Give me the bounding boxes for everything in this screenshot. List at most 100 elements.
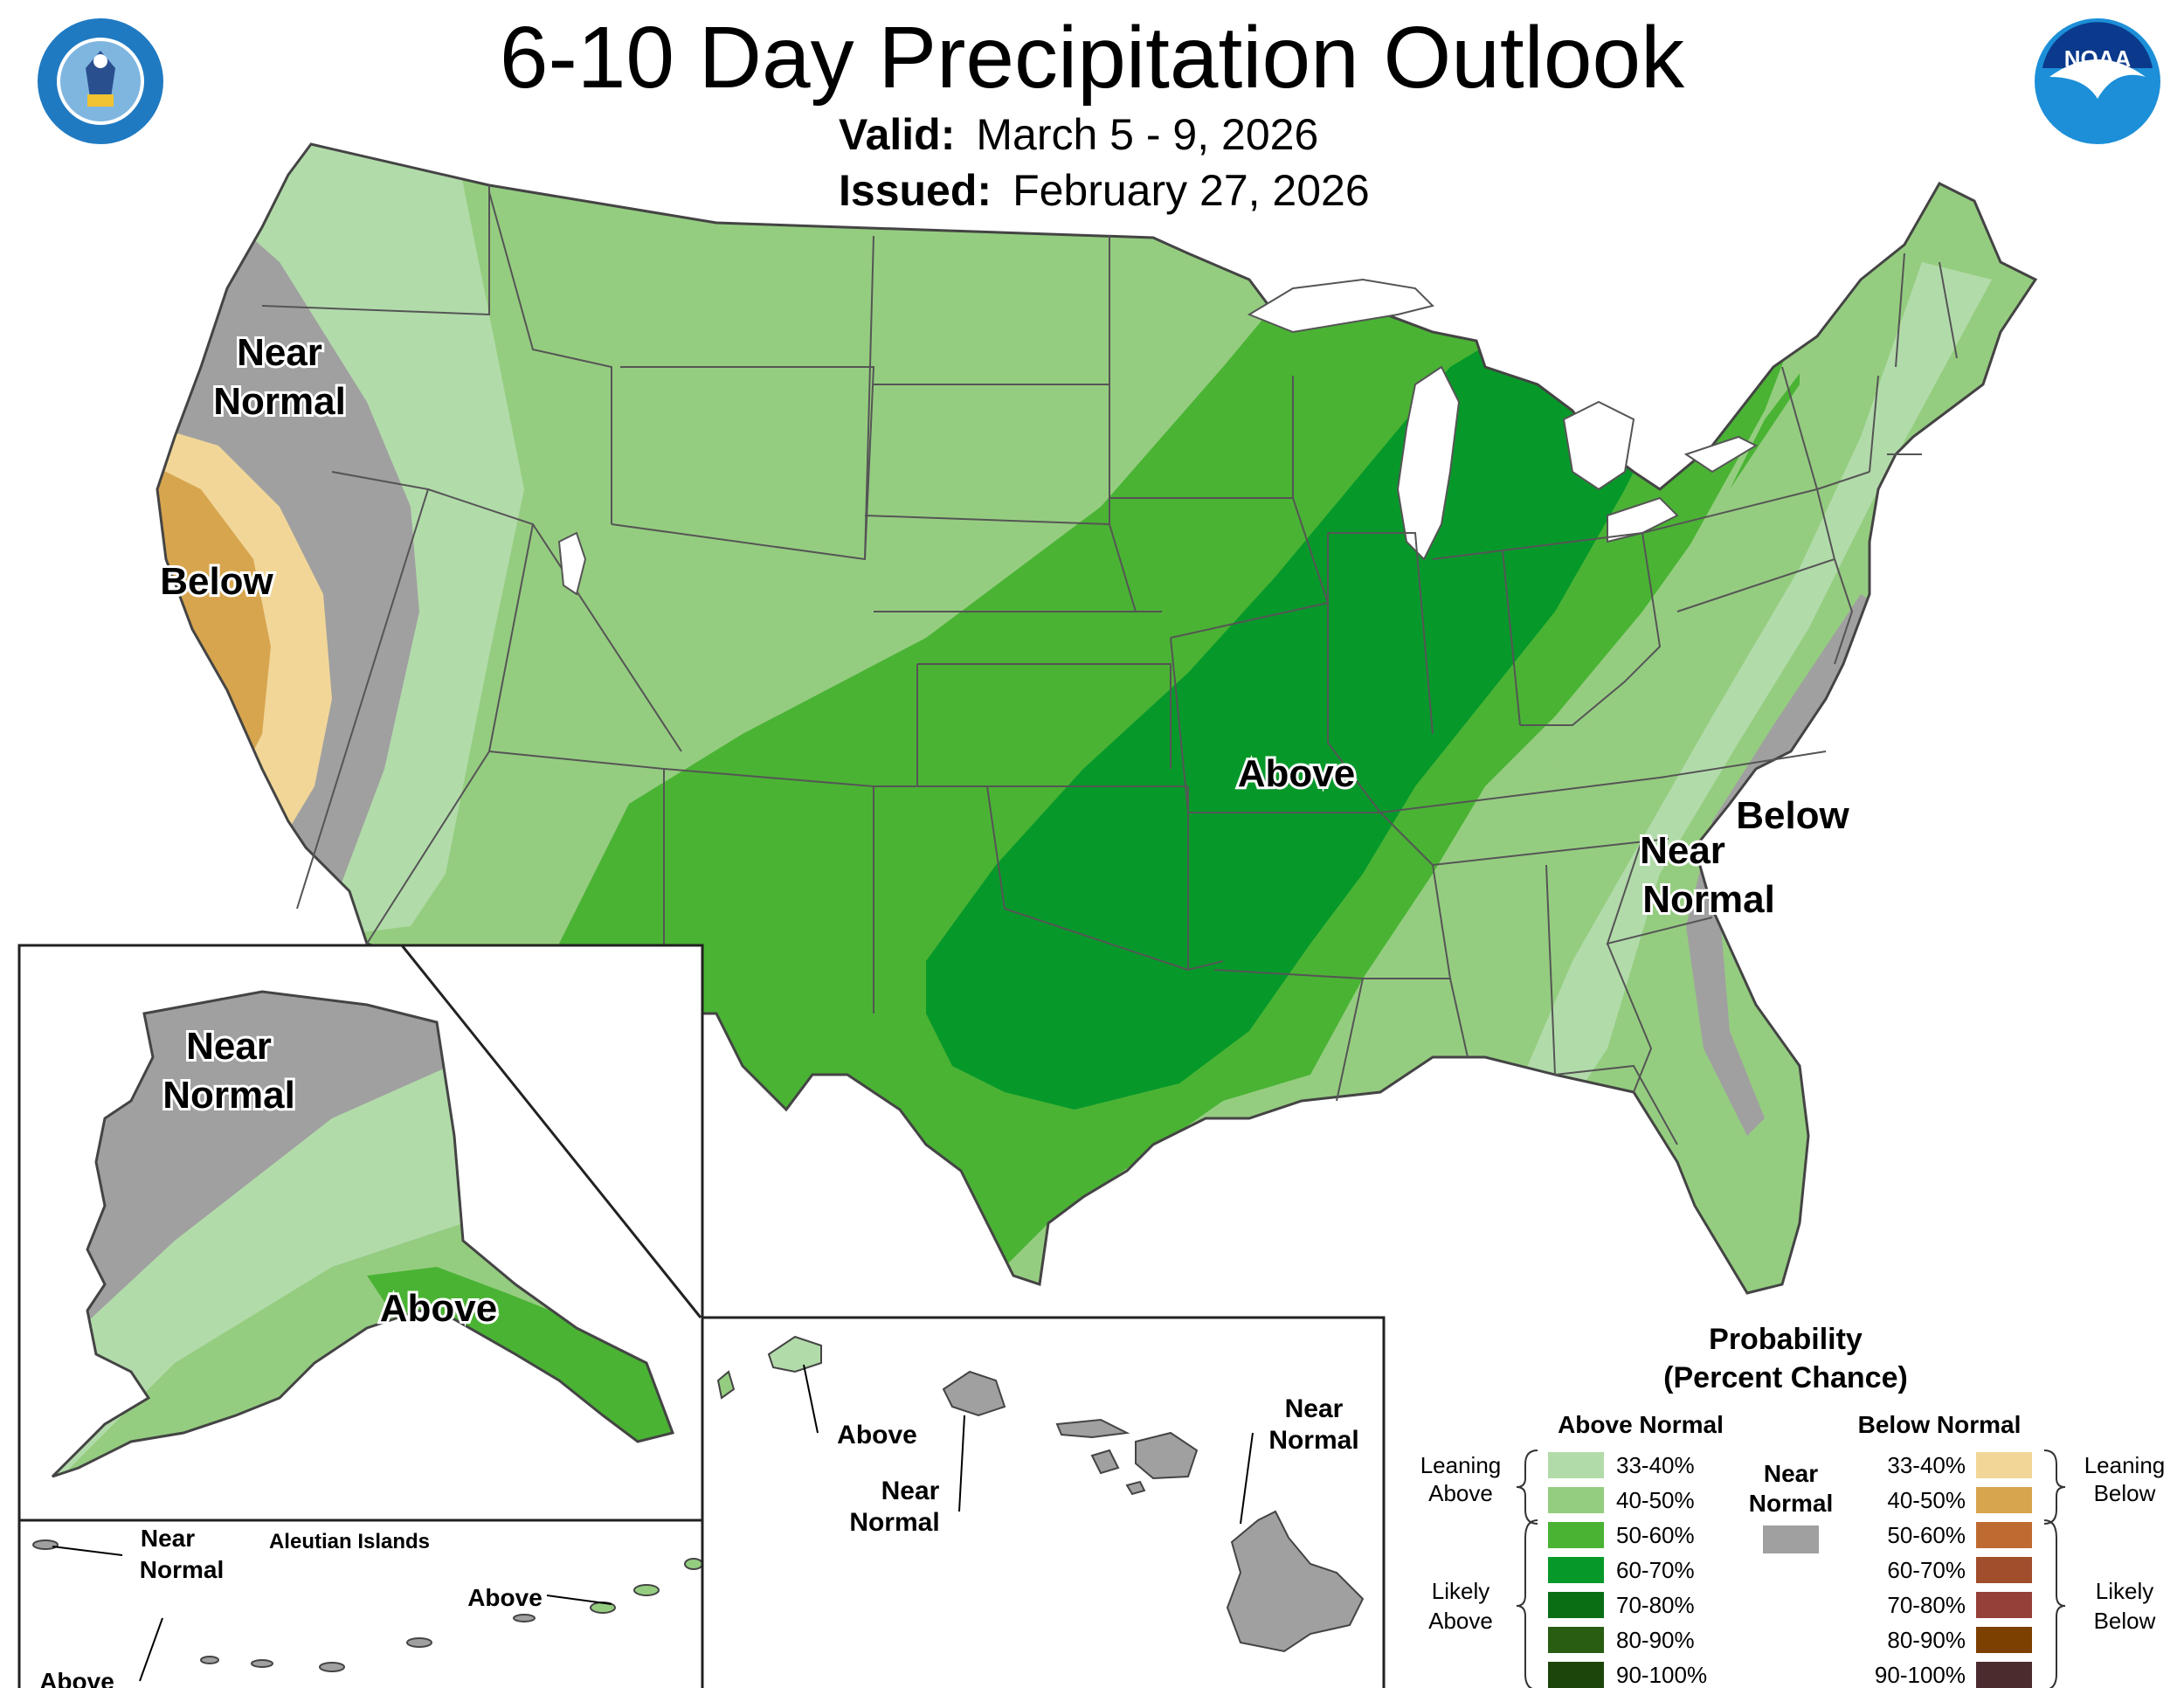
legend-near-normal-header: Near xyxy=(1764,1460,1818,1487)
legend-below-label-5: 80-90% xyxy=(1887,1627,1966,1653)
legend-above-label-2: 50-60% xyxy=(1616,1522,1695,1548)
legend-below-normal-header: Below Normal xyxy=(1858,1411,2022,1438)
noaa-logo: NOAA xyxy=(2035,18,2160,144)
legend-below-swatch-1 xyxy=(1976,1487,2032,1513)
legend-likely-below-label: Likely xyxy=(2096,1578,2153,1604)
above-60-70-region xyxy=(926,315,1686,1110)
legend-below-swatch-2 xyxy=(1976,1522,2032,1548)
lanai xyxy=(1090,1449,1120,1475)
conus-near-normal-east-label-2: Normal xyxy=(1642,878,1775,921)
hawaii-near-normal-mid-label: Near xyxy=(881,1477,940,1505)
aleutians-near-normal-label: Near xyxy=(141,1525,195,1552)
legend-above-swatch-6 xyxy=(1548,1662,1604,1688)
legend-above-label-5: 80-90% xyxy=(1616,1627,1695,1653)
aleutian-islands-above xyxy=(590,1558,703,1614)
alaska-outline xyxy=(51,990,674,1478)
aleutians-title: Aleutian Islands xyxy=(269,1530,430,1553)
legend-above-normal-header: Above Normal xyxy=(1558,1411,1724,1438)
hawaii-near-normal-right-label-2: Normal xyxy=(1268,1426,1358,1455)
valid-line: Valid: March 5 - 9, 2026 xyxy=(839,108,1318,161)
legend-below-label-4: 70-80% xyxy=(1887,1592,1966,1618)
legend-above-swatch-0 xyxy=(1548,1452,1604,1478)
niihau xyxy=(716,1370,736,1400)
legend-below-swatch-5 xyxy=(1976,1627,2032,1653)
big-island-hawaii xyxy=(1226,1510,1365,1653)
alaska-connector-line xyxy=(400,944,702,1318)
legend-below-label-3: 60-70% xyxy=(1887,1557,1966,1583)
maui xyxy=(1135,1431,1199,1480)
hawaii-above-label: Above xyxy=(837,1421,917,1449)
conus-near-normal-east-label: Near xyxy=(1640,829,1725,872)
legend-below-swatch-6 xyxy=(1976,1662,2032,1688)
east-above-40-50-band xyxy=(1380,227,1904,1101)
legend-above-swatch-2 xyxy=(1548,1522,1604,1548)
issued-label: Issued: xyxy=(839,166,992,215)
legend-leaning-above-label: Leaning xyxy=(1420,1452,1502,1478)
legend-above-label-1: 40-50% xyxy=(1616,1487,1695,1513)
conus-near-normal-west-label-2: Normal xyxy=(213,380,346,423)
page-title: 6-10 Day Precipitation Outlook xyxy=(499,9,1685,107)
valid-date: March 5 - 9, 2026 xyxy=(976,110,1319,159)
aleutians-inset-frame xyxy=(17,1519,704,1688)
legend-below-swatch-4 xyxy=(1976,1592,2032,1618)
legend-leaning-above-brace xyxy=(1516,1449,1538,1525)
hawaii-near-normal-mid-label-2: Normal xyxy=(849,1508,939,1537)
oahu xyxy=(942,1370,1006,1417)
legend-likely-above-brace xyxy=(1516,1519,1538,1688)
conus-below-west-label: Below xyxy=(160,560,273,603)
legend: Probability (Percent Chance) Above Norma… xyxy=(1420,1323,2166,1688)
legend-title: Probability xyxy=(1709,1323,1863,1356)
legend-likely-above-label: Likely xyxy=(1432,1578,1489,1604)
legend-near-normal-header-2: Normal xyxy=(1749,1490,1833,1517)
legend-likely-below-brace xyxy=(2043,1519,2066,1688)
legend-above-rows: 33-40% 40-50% 50-60% 60-70% 70-80% 80-90% 90-1… xyxy=(1548,1452,1707,1688)
legend-leaning-above-label-2: Above xyxy=(1428,1480,1493,1506)
legend-leaning-below-label: Leaning xyxy=(2084,1452,2166,1478)
legend-leaning-below-label-2: Below xyxy=(2094,1480,2156,1506)
legend-near-normal-swatch xyxy=(1763,1525,1819,1553)
legend-below-rows: 33-40% 40-50% 50-60% 60-70% 70-80% 80-90% 90-1… xyxy=(1875,1452,2032,1688)
great-salt-lake xyxy=(557,531,587,596)
kauai xyxy=(767,1335,822,1373)
legend-above-label-4: 70-80% xyxy=(1616,1592,1695,1618)
issued-line: Issued: February 27, 2026 xyxy=(839,164,1370,217)
legend-below-label-6: 90-100% xyxy=(1875,1662,1966,1688)
legend-above-swatch-3 xyxy=(1548,1557,1604,1583)
state-boundaries xyxy=(261,185,1958,1145)
legend-below-label-0: 33-40% xyxy=(1887,1452,1966,1478)
legend-above-swatch-1 xyxy=(1548,1487,1604,1513)
alaska-near-normal-label-2: Normal xyxy=(162,1074,295,1117)
legend-subtitle: (Percent Chance) xyxy=(1663,1361,1908,1394)
noaa-logo-text: NOAA xyxy=(2064,45,2132,72)
conus-near-normal-west-label: Near xyxy=(237,331,322,374)
legend-below-swatch-3 xyxy=(1976,1557,2032,1583)
alaska-near-normal-label: Near xyxy=(186,1025,272,1068)
great-lakes xyxy=(1247,278,1759,561)
hawaiian-islands xyxy=(716,1335,1199,1496)
aleutians-above-left-label: Above xyxy=(39,1668,114,1688)
kahoolawe xyxy=(1125,1480,1146,1496)
legend-likely-above-label-2: Above xyxy=(1428,1608,1493,1634)
legend-above-label-6: 90-100% xyxy=(1616,1662,1707,1688)
conus-above-central-label: Above xyxy=(1238,752,1355,795)
molokai xyxy=(1055,1418,1130,1439)
legend-below-label-2: 50-60% xyxy=(1887,1522,1966,1548)
conus-below-east-label: Below xyxy=(1736,794,1849,837)
legend-below-swatch-0 xyxy=(1976,1452,2032,1478)
issued-date: February 27, 2026 xyxy=(1013,166,1370,215)
aleutians-above-right-label: Above xyxy=(467,1584,543,1611)
aleutian-islands xyxy=(32,1539,536,1672)
alaska-above-label: Above xyxy=(380,1287,497,1330)
legend-leaning-below-brace xyxy=(2043,1449,2066,1525)
legend-likely-below-label-2: Below xyxy=(2094,1608,2156,1634)
legend-above-swatch-4 xyxy=(1548,1592,1604,1618)
aleutians-near-normal-label-2: Normal xyxy=(140,1556,224,1583)
legend-above-swatch-5 xyxy=(1548,1627,1604,1653)
legend-above-label-0: 33-40% xyxy=(1616,1452,1695,1478)
legend-above-label-3: 60-70% xyxy=(1616,1557,1695,1583)
east-leaning-above-band xyxy=(1520,262,1992,1101)
valid-label: Valid: xyxy=(839,110,956,159)
hawaii-near-normal-right-label: Near xyxy=(1285,1394,1344,1423)
legend-below-label-1: 40-50% xyxy=(1887,1487,1966,1513)
